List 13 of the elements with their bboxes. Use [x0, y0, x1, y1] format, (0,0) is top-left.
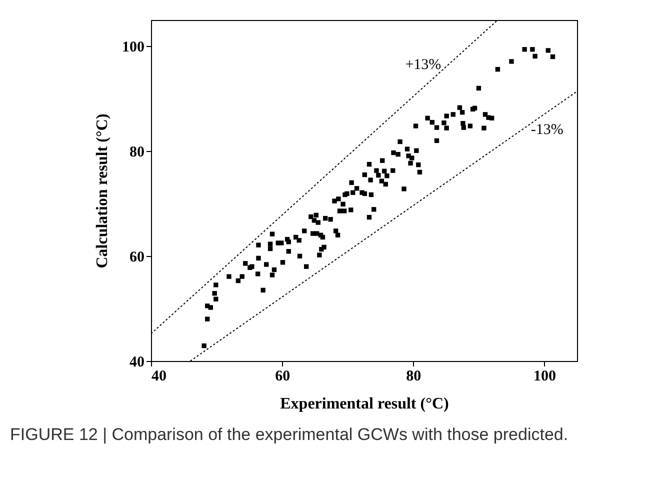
y-tick-label: 60 — [130, 250, 144, 266]
y-tick-label: 80 — [130, 144, 144, 161]
y-axis-title: Calculation result (°C) — [94, 114, 111, 268]
x-tick-label: 100 — [533, 368, 556, 384]
x-axis-title: Experimental result (°C) — [280, 396, 449, 412]
series-label: -13% — [530, 122, 564, 138]
x-tick-label: 40 — [152, 368, 166, 384]
y-tick-label: 100 — [122, 40, 144, 56]
y-tick-label: 40 — [130, 354, 144, 370]
caption: FIGURE 12 | Comparison of the experimental GCWs with those predicted. — [10, 424, 570, 446]
series-label: +13% — [405, 56, 442, 73]
x-tick-label: 60 — [275, 368, 290, 384]
x-tick-label: 80 — [406, 368, 422, 384]
